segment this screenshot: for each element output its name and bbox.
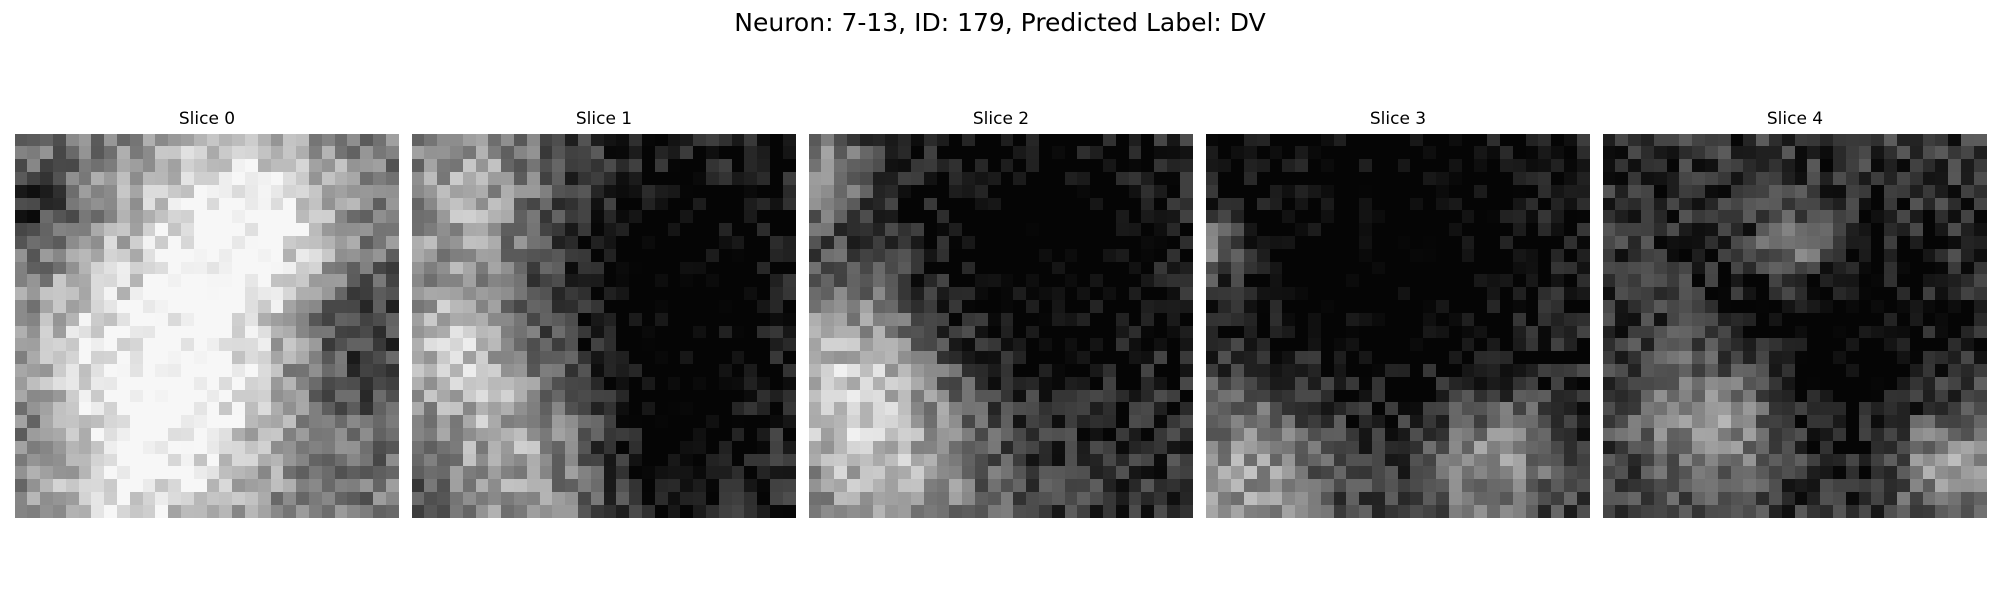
slice-title-0: Slice 0 <box>178 109 236 129</box>
slice-title-4: Slice 4 <box>1766 109 1824 129</box>
slice-title-3: Slice 3 <box>1369 109 1427 129</box>
figure-title: Neuron: 7-13, ID: 179, Predicted Label: … <box>734 8 1266 37</box>
slice-title-1: Slice 1 <box>575 109 633 129</box>
slice-image-4 <box>1603 134 1987 518</box>
slice-image-0 <box>15 134 399 518</box>
slice-panel-3: Slice 3 <box>1206 108 1590 518</box>
slice-image-2 <box>809 134 1193 518</box>
slice-image-3 <box>1206 134 1590 518</box>
slice-panel-4: Slice 4 <box>1603 108 1987 518</box>
slice-panel-1: Slice 1 <box>412 108 796 518</box>
slice-panel-2: Slice 2 <box>809 108 1193 518</box>
slice-image-1 <box>412 134 796 518</box>
slice-panel-0: Slice 0 <box>15 108 399 518</box>
slice-title-2: Slice 2 <box>972 109 1030 129</box>
